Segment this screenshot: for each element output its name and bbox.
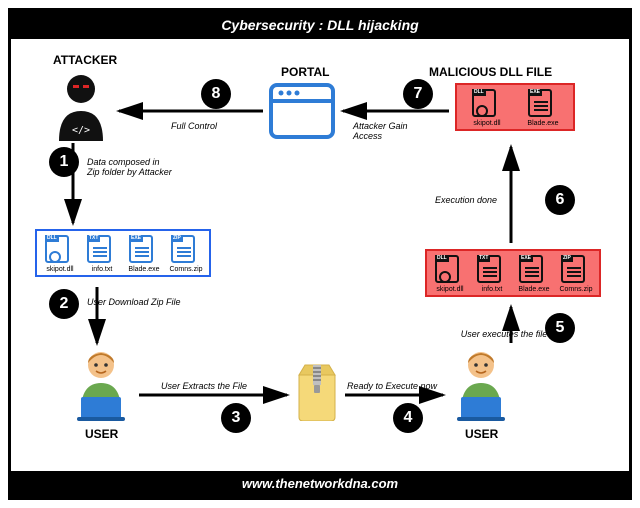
footer-bar: www.thenetworkdna.com: [11, 471, 629, 497]
step-2-num: 2: [49, 289, 79, 319]
step-4-text: Ready to Execute now: [347, 381, 457, 391]
diagram-frame: Cybersecurity : DLL hijacking ATTACKER P…: [8, 8, 632, 500]
diagram-canvas: ATTACKER PORTAL MALICIOUS DLL FILE </>: [11, 39, 629, 471]
step-3-num: 3: [221, 403, 251, 433]
step-5-text: User executes the file: [449, 329, 559, 339]
step-8-num: 8: [201, 79, 231, 109]
step-1-text: Data composed inZip folder by Attacker: [87, 157, 187, 178]
step-8-text: Full Control: [171, 121, 251, 131]
step-4-num: 4: [393, 403, 423, 433]
step-1-num: 1: [49, 147, 79, 177]
step-7-num: 7: [403, 79, 433, 109]
step-6-num: 6: [545, 185, 575, 215]
title-bar: Cybersecurity : DLL hijacking: [11, 11, 629, 39]
title-text: Cybersecurity : DLL hijacking: [221, 17, 418, 33]
step-2-text: User Download Zip File: [87, 297, 207, 307]
arrows-layer: [11, 39, 631, 469]
step-3-text: User Extracts the File: [161, 381, 281, 391]
footer-text: www.thenetworkdna.com: [242, 476, 398, 491]
step-6-text: Execution done: [435, 195, 515, 205]
step-7-text: Attacker GainAccess: [353, 121, 433, 142]
